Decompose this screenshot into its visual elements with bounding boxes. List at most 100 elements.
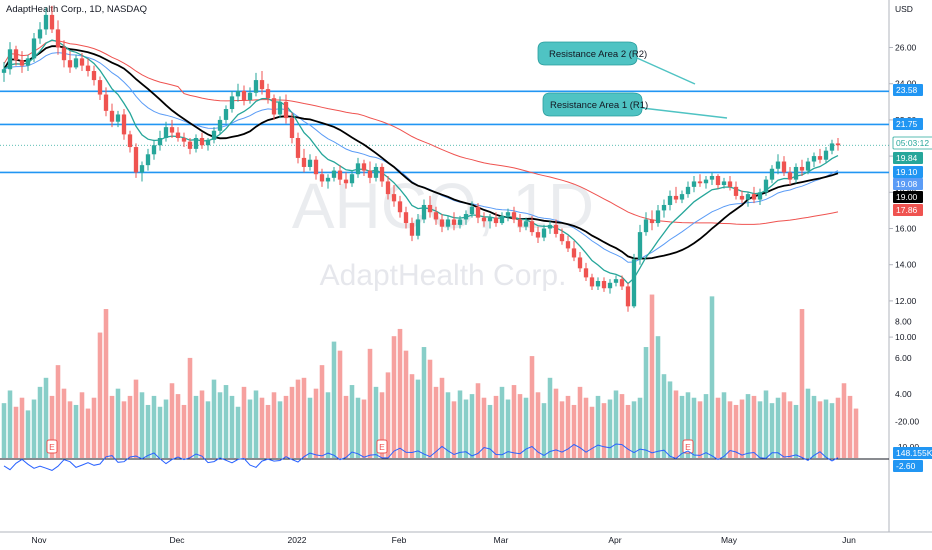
candle-body[interactable] [487,217,493,222]
candle-body[interactable] [547,224,553,229]
candle-body[interactable] [787,172,793,180]
candle-body[interactable] [73,58,79,68]
candle-body[interactable] [91,71,97,81]
candle-body[interactable] [589,277,595,287]
candle-body[interactable] [307,159,313,167]
candle-body[interactable] [565,241,571,249]
candle-body[interactable] [835,143,841,146]
r2-callout-box[interactable] [537,41,638,66]
candle-body[interactable] [289,118,295,138]
candle-body[interactable] [541,228,547,238]
candle-body[interactable] [751,194,757,200]
candle-body[interactable] [595,280,601,287]
candle-body[interactable] [703,179,709,184]
candle-body[interactable] [265,89,271,99]
candle-body[interactable] [691,181,697,187]
candle-body[interactable] [763,179,769,193]
candle-body[interactable] [373,166,379,178]
candle-body[interactable] [361,163,367,171]
candle-body[interactable] [61,47,67,61]
candle-body[interactable] [499,215,505,224]
candle-body[interactable] [385,181,391,195]
candle-body[interactable] [553,224,559,234]
candle-body[interactable] [757,192,763,200]
candle-body[interactable] [721,181,727,186]
candle-body[interactable] [805,161,811,171]
candle-body[interactable] [769,168,775,180]
candle-body[interactable] [727,181,733,187]
candle-body[interactable] [319,174,325,182]
candle-body[interactable] [697,181,703,184]
candle-body[interactable] [649,219,655,224]
candle-body[interactable] [709,176,715,180]
candle-body[interactable] [511,212,517,220]
candle-body[interactable] [469,206,475,215]
candle-body[interactable] [223,109,229,120]
candle-body[interactable] [625,286,631,307]
candle-body[interactable] [205,139,211,146]
candle-body[interactable] [571,248,577,258]
candle-body[interactable] [31,38,37,59]
candle-body[interactable] [529,221,535,233]
candle-body[interactable] [829,143,835,151]
candle-body[interactable] [823,150,829,160]
candle-body[interactable] [187,141,193,149]
candle-body[interactable] [427,204,433,213]
candle-body[interactable] [325,177,331,182]
candle-body[interactable] [241,90,247,100]
candle-body[interactable] [67,60,73,68]
candle-body[interactable] [451,219,457,225]
candle-body[interactable] [271,98,277,115]
candle-body[interactable] [655,210,661,224]
candle-body[interactable] [229,96,235,110]
candle-body[interactable] [277,101,283,115]
candle-body[interactable] [343,179,349,184]
candle-body[interactable] [283,101,289,119]
candle-body[interactable] [247,92,253,100]
earnings-marker[interactable] [376,439,388,454]
candle-body[interactable] [181,138,187,142]
candle-body[interactable] [25,58,31,66]
candle-body[interactable] [607,282,613,289]
candle-body[interactable] [793,166,799,180]
candle-body[interactable] [127,134,133,148]
candle-body[interactable] [97,80,103,95]
candle-body[interactable] [715,176,721,186]
candle-body[interactable] [139,165,145,173]
candle-body[interactable] [667,195,673,205]
candle-body[interactable] [217,119,223,131]
candle-body[interactable] [43,14,49,30]
candle-body[interactable] [397,201,403,213]
candle-body[interactable] [19,60,25,66]
candle-body[interactable] [85,65,91,72]
candle-body[interactable] [331,170,337,178]
candle-body[interactable] [481,217,487,222]
candle-body[interactable] [535,232,541,238]
candle-body[interactable] [349,174,355,184]
candle-body[interactable] [151,145,157,155]
candle-body[interactable] [643,219,649,233]
candle-body[interactable] [781,161,787,173]
candle-body[interactable] [199,138,205,146]
candle-body[interactable] [583,268,589,278]
candle-body[interactable] [685,186,691,195]
candle-body[interactable] [631,259,637,307]
candle-body[interactable] [577,257,583,269]
candle-body[interactable] [619,279,625,287]
candle-body[interactable] [253,80,259,93]
candle-body[interactable] [733,186,739,196]
candle-body[interactable] [505,212,511,216]
candle-body[interactable] [337,170,343,180]
candle-body[interactable] [439,219,445,227]
candle-body[interactable] [673,195,679,200]
candle-body[interactable] [235,90,241,97]
candle-body[interactable] [1,69,7,73]
candle-body[interactable] [13,49,19,61]
r1-callout-box[interactable] [542,92,643,117]
candle-body[interactable] [517,219,523,227]
candle-body[interactable] [415,219,421,236]
candle-body[interactable] [211,130,217,140]
candle-body[interactable] [661,204,667,211]
candle-body[interactable] [493,217,499,224]
